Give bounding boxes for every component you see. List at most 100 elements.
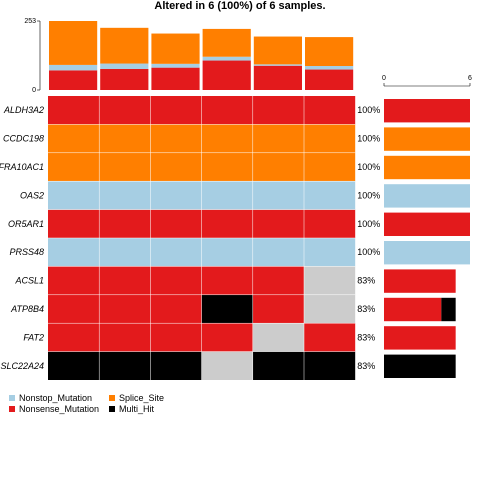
tmb-bar-segment <box>100 27 149 64</box>
gene-bar-segment <box>384 241 470 265</box>
legend-swatch <box>9 406 15 412</box>
matrix-cell <box>48 209 100 238</box>
gene-label: FAT2 <box>23 332 44 342</box>
matrix-cell <box>48 96 100 125</box>
gene-label: OAS2 <box>20 190 44 200</box>
matrix-cell <box>201 152 253 182</box>
matrix-cell <box>201 294 253 324</box>
genebar-axis-label-min: 0 <box>382 75 386 82</box>
matrix-cell <box>48 238 100 267</box>
tmb-bar-segment <box>305 66 354 70</box>
genebar-axis-label-max: 6 <box>468 75 472 82</box>
gene-label: OR5AR1 <box>8 219 44 229</box>
matrix-cell <box>304 124 356 153</box>
gene-label: ALDH3A2 <box>3 105 44 115</box>
gene-bar-segment <box>384 99 470 123</box>
tmb-bar-segment <box>151 33 200 64</box>
tmb-bar-segment <box>202 56 251 61</box>
matrix-cell <box>99 266 151 295</box>
matrix-cell <box>48 181 100 210</box>
matrix-cell <box>48 152 100 182</box>
gene-bar-segment <box>384 212 470 236</box>
chart-title: Altered in 6 (100%) of 6 samples. <box>154 0 325 12</box>
matrix-cell <box>48 124 100 153</box>
matrix-cell <box>201 266 253 295</box>
matrix-cell <box>201 124 253 153</box>
matrix-cell <box>252 238 304 267</box>
matrix-cell <box>150 323 202 352</box>
matrix-cell <box>150 209 202 238</box>
gene-bar-segment <box>384 354 456 378</box>
matrix-cell <box>99 294 151 324</box>
legend-swatch <box>9 395 15 401</box>
matrix-cell <box>304 351 356 380</box>
tmb-barplot: 253 0 <box>24 18 354 94</box>
gene-bar-segment <box>384 184 470 208</box>
matrix-cell <box>201 96 253 125</box>
matrix-cell <box>99 323 151 352</box>
gene-label: ATP8B4 <box>10 304 44 314</box>
gene-bar-segment <box>384 269 456 293</box>
matrix-cell <box>99 238 151 267</box>
gene-label: CCDC198 <box>3 134 44 144</box>
matrix-cell <box>252 294 304 324</box>
tmb-bar-segment <box>253 64 302 66</box>
tmb-bar-segment <box>49 70 98 90</box>
matrix-cell <box>48 323 100 352</box>
percent-label: 100% <box>357 105 380 115</box>
matrix-cell <box>252 124 304 153</box>
gene-label: FRA10AC1 <box>0 162 44 172</box>
matrix-cell <box>252 152 304 182</box>
tmb-bar-segment <box>305 37 354 66</box>
legend-label: Nonstop_Mutation <box>19 393 92 403</box>
gene-label: SLC22A24 <box>0 361 44 371</box>
matrix-cell <box>150 96 202 125</box>
matrix-cell <box>150 181 202 210</box>
matrix-cell <box>48 351 100 380</box>
tmb-bar-segment <box>151 63 200 68</box>
matrix-cell <box>99 124 151 153</box>
matrix-cell <box>99 209 151 238</box>
matrix-cell <box>201 351 253 380</box>
matrix-cell <box>252 266 304 295</box>
percent-label: 100% <box>357 134 380 144</box>
matrix-cell <box>304 152 356 182</box>
tmb-bar-segment <box>253 36 302 65</box>
legend: Nonstop_Mutation Splice_Site Nonsense_Muta… <box>9 393 164 414</box>
matrix-cell <box>150 266 202 295</box>
matrix-cell <box>252 209 304 238</box>
tmb-bar-segment <box>100 63 149 69</box>
tmb-bar-segment <box>253 65 302 90</box>
matrix-cell <box>304 294 356 324</box>
tmb-bar-segment <box>49 64 98 71</box>
tmb-bar-segment <box>49 21 98 65</box>
matrix-cell <box>252 96 304 125</box>
matrix-cell <box>150 351 202 380</box>
gene-bar-segment <box>441 297 456 322</box>
gene-bar-segment <box>384 127 470 151</box>
matrix-cell <box>150 152 202 182</box>
matrix-cell <box>201 323 253 352</box>
gene-label: ACSL1 <box>14 276 44 286</box>
matrix-cell <box>304 96 356 125</box>
gene-bar-segment <box>384 326 456 350</box>
tmb-bar-segment <box>202 28 251 57</box>
percent-label: 100% <box>357 219 380 229</box>
matrix-cell <box>150 124 202 153</box>
matrix-cell <box>304 266 356 295</box>
percent-label: 100% <box>357 247 380 257</box>
percent-label: 100% <box>357 162 380 172</box>
tmb-bar-segment <box>305 69 354 90</box>
percent-label: 83% <box>357 276 375 286</box>
legend-label: Multi_Hit <box>119 404 155 414</box>
matrix-cell <box>48 266 100 295</box>
matrix-cell <box>304 181 356 210</box>
matrix-cell <box>150 294 202 324</box>
matrix-cell <box>304 238 356 267</box>
matrix-cell <box>252 323 304 352</box>
matrix-cell <box>99 181 151 210</box>
matrix-cell <box>48 294 100 324</box>
legend-label: Nonsense_Mutation <box>19 404 99 414</box>
